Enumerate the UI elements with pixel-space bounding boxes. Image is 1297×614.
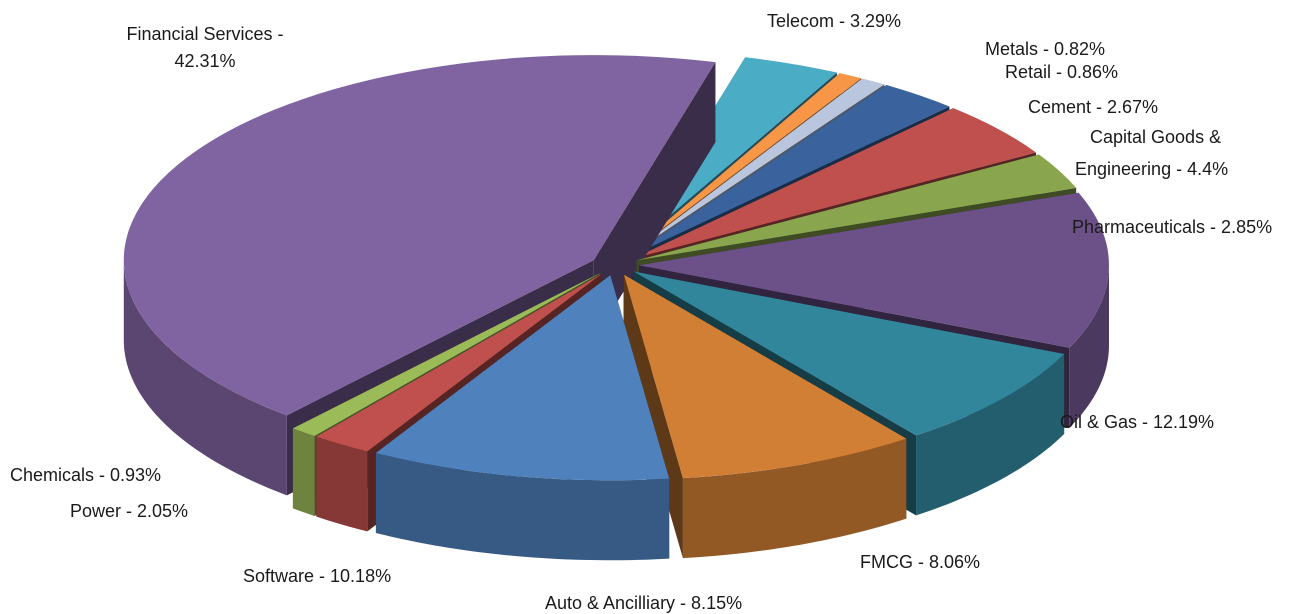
slice-wall: [316, 436, 368, 532]
slice-label: Auto & Ancilliary - 8.15%: [545, 593, 742, 613]
slice-top: [633, 271, 1065, 436]
slice-label: FMCG - 8.06%: [860, 552, 980, 572]
slice-top: [629, 85, 950, 257]
slice-wall: [375, 452, 670, 561]
slice-top: [292, 273, 600, 437]
slice-top: [375, 275, 670, 481]
slice-top: [633, 108, 1037, 259]
slice-top: [626, 73, 862, 256]
slice-label: Financial Services -: [126, 24, 283, 44]
slice-label: Pharmaceuticals - 2.85%: [1072, 217, 1272, 237]
slice-label: Cement - 2.67%: [1028, 97, 1158, 117]
slice-wall: [1069, 265, 1109, 428]
slice-top: [624, 274, 907, 479]
slice-top: [627, 78, 885, 257]
slice-top: [623, 57, 837, 256]
slice-top: [638, 192, 1109, 348]
slice-wall: [123, 260, 287, 496]
slice-top: [316, 273, 602, 452]
slice-label: 42.31%: [174, 51, 235, 71]
slice-wall: [682, 438, 907, 559]
slice-label: Telecom - 3.29%: [767, 11, 901, 31]
slice-label: Power - 2.05%: [70, 501, 188, 521]
slice-side: [593, 62, 716, 341]
slice-label: Software - 10.18%: [243, 566, 391, 586]
slice-label: Oil & Gas - 12.19%: [1060, 412, 1214, 432]
slice-label: Chemicals - 0.93%: [10, 465, 161, 485]
slice: [375, 275, 670, 561]
slice-label: Metals - 0.82%: [985, 39, 1105, 59]
slice-top: [636, 154, 1077, 261]
slice-label: Retail - 0.86%: [1005, 62, 1118, 82]
slice-wall: [916, 353, 1065, 516]
slice-label: Capital Goods &: [1090, 127, 1221, 147]
slice-top: [123, 55, 716, 416]
slice-wall: [292, 428, 315, 517]
slice-label: Engineering - 4.4%: [1075, 159, 1228, 179]
